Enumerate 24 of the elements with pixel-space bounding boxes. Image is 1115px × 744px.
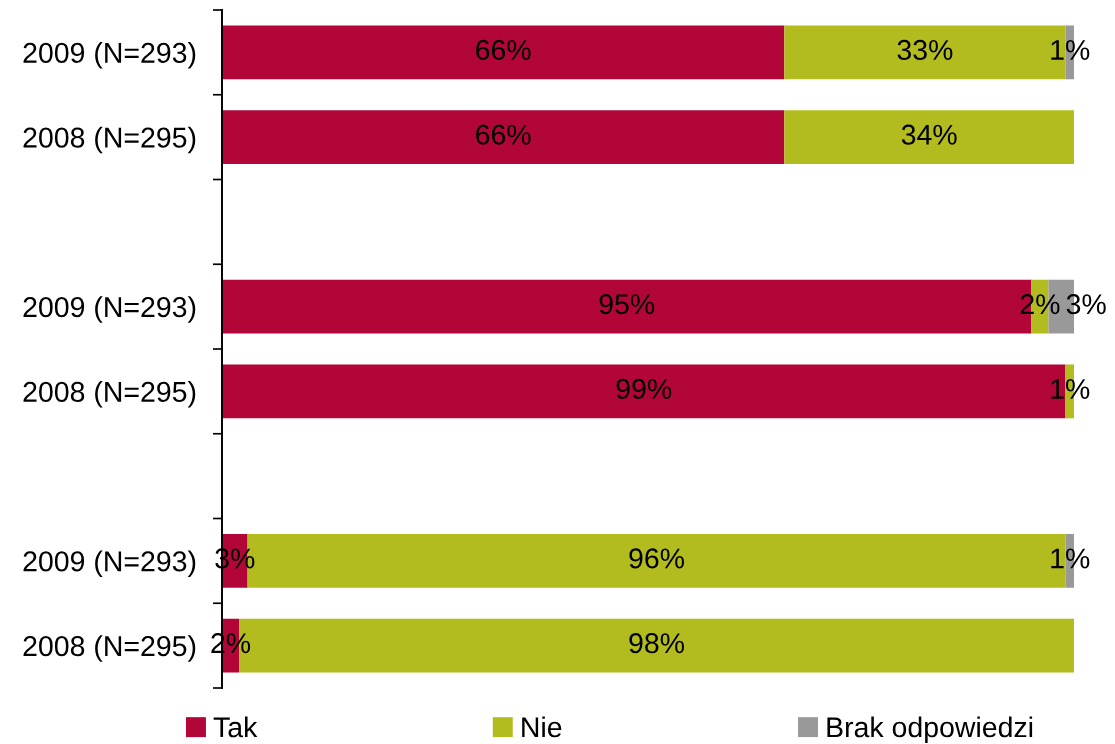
data-label: 3% (1066, 294, 1106, 315)
y-tick-label: 2009 (N=293) (23, 42, 196, 69)
data-label: 1% (1051, 378, 1090, 399)
legend-label: Brak odpowiedzi (827, 716, 1033, 743)
y-tick-label: 2009 (N=293) (23, 296, 196, 323)
data-label: 2% (1020, 294, 1060, 315)
y-tick-label: 2008 (N=295) (23, 635, 196, 662)
y-tick-label: 2008 (N=295) (23, 381, 196, 408)
data-label: 2% (211, 633, 251, 654)
data-label: 66% (476, 39, 531, 61)
data-label: 99% (616, 378, 672, 400)
data-label: 96% (629, 548, 684, 569)
data-label: 66% (476, 124, 531, 145)
bar (222, 25, 785, 80)
y-tick-label: 2008 (N=295) (23, 126, 196, 154)
data-label: 98% (629, 633, 684, 654)
data-label: 34% (901, 124, 957, 145)
legend-label: Tak (213, 716, 258, 738)
bar (784, 110, 1074, 165)
y-tick-label: 2009 (N=293) (23, 550, 196, 578)
data-label: 95% (599, 294, 655, 315)
data-label: 33% (897, 39, 953, 61)
legend-label: Nie (522, 716, 562, 738)
bar (222, 110, 785, 165)
